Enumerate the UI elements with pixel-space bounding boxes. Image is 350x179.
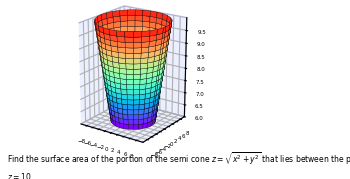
Text: Find the surface area of the portion of the semi cone $z = \sqrt{x^2 + y^2}$ tha: Find the surface area of the portion of … — [7, 150, 350, 179]
